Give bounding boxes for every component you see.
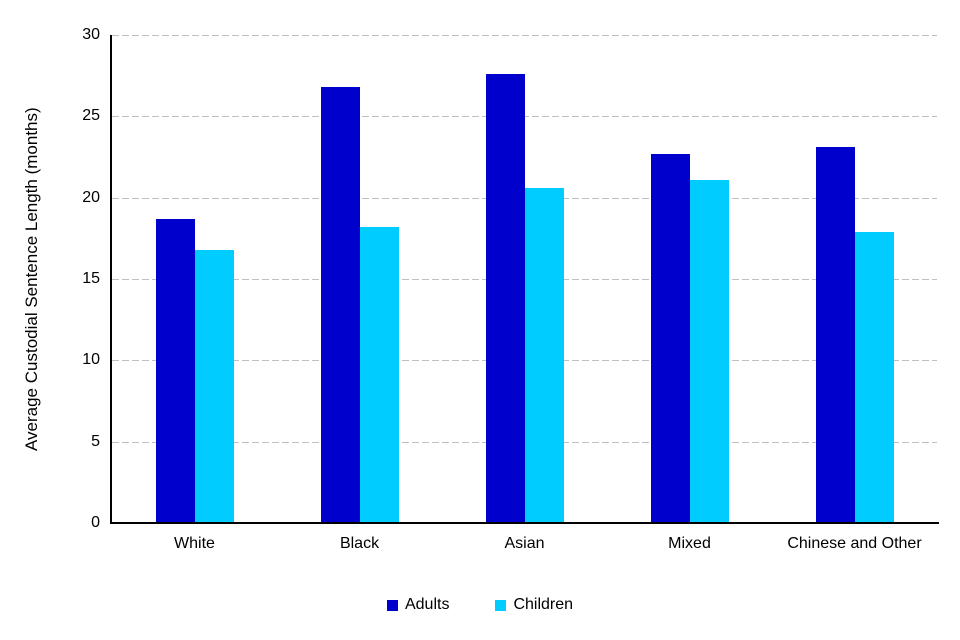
legend-item-children: Children — [495, 594, 573, 616]
bar-adults-asian — [486, 74, 525, 523]
legend-item-adults: Adults — [386, 594, 450, 616]
children-legend-label: Children — [513, 596, 574, 613]
bar-adults-chinese-and-other — [816, 147, 855, 523]
bar-children-mixed — [690, 180, 729, 523]
y-axis-line — [110, 35, 112, 524]
bar-adults-black — [321, 87, 360, 523]
x-axis-line — [110, 522, 939, 524]
bar-children-black — [360, 227, 399, 523]
y-tick-label-20: 20 — [82, 189, 100, 206]
adults-legend-swatch-icon — [386, 599, 398, 611]
children-legend-swatch-icon — [495, 599, 507, 611]
legend: Adults Children — [0, 594, 960, 616]
x-label-mixed: Mixed — [668, 535, 711, 552]
x-label-chinese-and-other: Chinese and Other — [787, 535, 922, 552]
y-tick-label-25: 25 — [82, 107, 100, 124]
adults-legend-label: Adults — [404, 596, 450, 613]
bar-adults-white — [156, 219, 195, 523]
bar-children-chinese-and-other — [855, 232, 894, 523]
gridline-30 — [112, 35, 937, 36]
y-tick-label-5: 5 — [91, 433, 100, 450]
x-label-asian: Asian — [504, 535, 545, 552]
y-tick-label-30: 30 — [82, 26, 100, 43]
bar-adults-mixed — [651, 154, 690, 523]
bar-children-white — [195, 250, 234, 523]
y-tick-label-10: 10 — [82, 351, 100, 368]
x-label-white: White — [174, 535, 215, 552]
x-label-black: Black — [339, 535, 380, 552]
bar-children-asian — [525, 188, 564, 523]
y-tick-label-0: 0 — [91, 514, 100, 531]
y-tick-label-15: 15 — [82, 270, 100, 287]
